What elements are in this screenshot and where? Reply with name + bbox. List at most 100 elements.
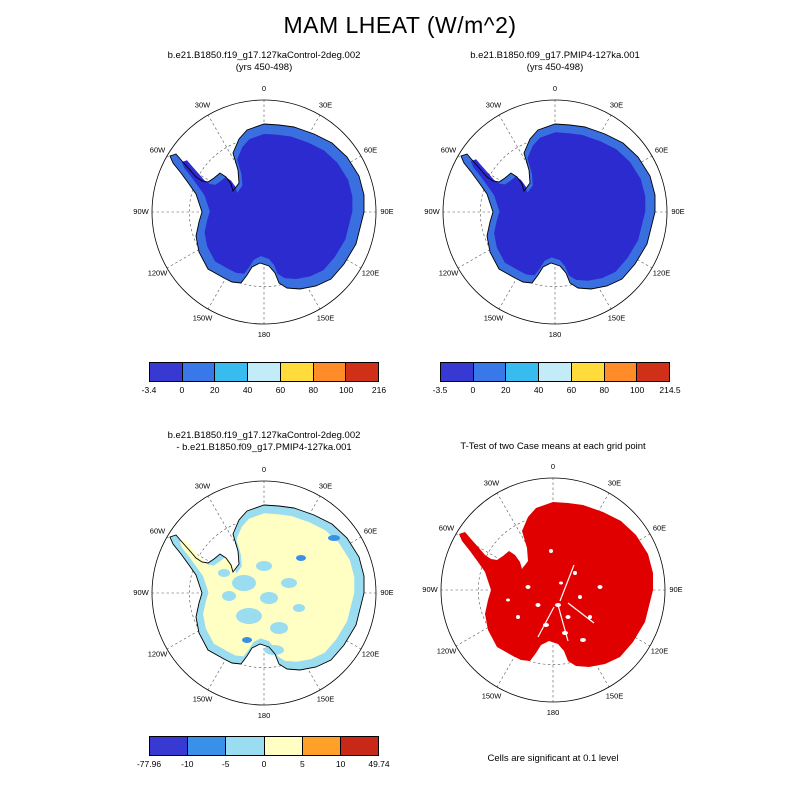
colorbar-segment: [313, 362, 347, 382]
colorbar-tick-label: 0: [261, 759, 267, 769]
colorbar-segment: [248, 362, 281, 382]
lon-label: 120W: [148, 268, 169, 277]
panel-title-line1: b.e21.B1850.f09_g17.PMIP4-127ka.001: [470, 50, 640, 61]
lon-label: 120W: [437, 646, 458, 655]
colorbar-boxes: [440, 362, 671, 382]
lon-label: 150W: [482, 691, 503, 700]
lon-label: 120E: [653, 268, 671, 277]
colorbar-segment: [264, 736, 303, 756]
lon-label: 120E: [651, 646, 669, 655]
polar-map-ttest: 0 30E 60E 90E 120E 150E 180 150W 120W 90W 60W 30W: [422, 462, 682, 717]
lon-label: 60E: [655, 145, 668, 154]
lon-label: 90W: [133, 207, 149, 216]
colorbar-tick-label: -10: [181, 759, 194, 769]
map-boundary-circle: [151, 480, 377, 706]
colorbar-ticks: -3.5 0 20 40 60 80 100 214.5: [433, 385, 681, 397]
colorbar-segment: [182, 362, 216, 382]
colorbar-tick-label: 5: [299, 759, 305, 769]
lon-label: 30W: [486, 100, 502, 109]
significance-caption: Cells are significant at 0.1 level: [487, 753, 619, 764]
panel-title-line2: (yrs 450-498): [526, 61, 584, 73]
colorbar-tick-label: 20: [500, 385, 511, 395]
colorbar-segment: [149, 362, 183, 382]
polar-map-difference: 0 30E 60E 90E 120E 150E 180 150W 120W 90W 60W 30W: [133, 465, 393, 720]
map-boundary-circle: [151, 99, 377, 325]
lon-label: 60W: [150, 145, 166, 154]
colorbar-tick-label: 60: [275, 385, 286, 395]
lon-label: 90W: [133, 588, 149, 597]
lon-label: 150E: [317, 694, 335, 703]
panel-title-control: b.e21.B1850.f19_g17.127kaControl-2deg.00…: [114, 50, 414, 73]
colorbar-ticks: -77.96 -10 -5 0 5 10 49.74: [137, 759, 390, 771]
colorbar-tick-label: 40: [533, 385, 544, 395]
colorbar-pmip4: -3.5 0 20 40 60 80 100 214.5: [433, 362, 681, 397]
colorbar-segment: [149, 736, 189, 756]
lon-label: 180: [549, 330, 562, 339]
colorbar-tick-label: 80: [599, 385, 610, 395]
colorbar-segment: [571, 362, 605, 382]
lon-label: 60W: [439, 523, 455, 532]
colorbar-tick-label: 0: [470, 385, 476, 395]
lon-label: 90E: [380, 207, 393, 216]
colorbar-tick-label: -77.96: [136, 759, 162, 769]
lon-label: 90E: [671, 207, 684, 216]
polar-map-control: 0 30E 60E 90E 120E 150E 180 150W 120W 90W 60W 30W: [133, 84, 393, 339]
colorbar-tick-label: 100: [630, 385, 645, 395]
lon-label: 180: [258, 330, 271, 339]
lon-label: 30E: [608, 478, 621, 487]
lon-label: 60W: [150, 526, 166, 535]
lon-label: 120W: [439, 268, 460, 277]
colorbar-tick-label: 60: [566, 385, 577, 395]
panel-title-ttest: T-Test of two Case means at each grid po…: [403, 441, 703, 453]
colorbar-segment: [604, 362, 638, 382]
polar-map-pmip4: 0 30E 60E 90E 120E 150E 180 150W 120W 90W 60W 30W: [424, 84, 684, 339]
figure-title: MAM LHEAT (W/m^2): [283, 12, 517, 38]
lon-label: 90E: [380, 588, 393, 597]
lon-label: 60E: [364, 526, 377, 535]
non-significant-speckles: [506, 549, 603, 642]
lon-label: 60W: [441, 145, 457, 154]
colorbar-segment: [346, 362, 380, 382]
colorbar-segment: [280, 362, 314, 382]
colorbar-segment: [188, 736, 227, 756]
colorbar-tick-label: 20: [209, 385, 220, 395]
antarctica-landmass-pmip4: [460, 123, 656, 290]
colorbar-tick-label: -3.5: [432, 385, 448, 395]
panel-title-pmip4: b.e21.B1850.f09_g17.PMIP4-127ka.001 (yrs…: [405, 50, 705, 73]
lon-label: 90W: [422, 585, 438, 594]
lon-label: 120W: [148, 649, 169, 658]
colorbar-tick-label: 10: [335, 759, 346, 769]
lon-label: 90E: [669, 585, 682, 594]
panel-title-line2: (yrs 450-498): [235, 61, 293, 73]
lon-label: 0: [262, 84, 266, 93]
colorbar-tick-label: -5: [221, 759, 230, 769]
lon-label: 150E: [317, 313, 335, 322]
lon-label: 150W: [193, 313, 214, 322]
colorbar-boxes: [149, 736, 380, 756]
colorbar-segment: [473, 362, 507, 382]
lon-label: 60E: [364, 145, 377, 154]
lon-label: 150E: [608, 313, 626, 322]
map-boundary-circle: [440, 477, 666, 703]
lon-label: 30W: [195, 100, 211, 109]
colorbar-tick-label: 214.5: [659, 385, 681, 395]
lon-label: 30E: [319, 481, 332, 490]
lon-label: 30E: [610, 100, 623, 109]
lon-label: 120E: [362, 649, 380, 658]
colorbar-segment: [226, 736, 265, 756]
colorbar-tick-label: 49.74: [368, 759, 390, 769]
colorbar-segment: [302, 736, 341, 756]
colorbar-difference: -77.96 -10 -5 0 5 10 49.74: [137, 736, 390, 771]
lon-label: 30E: [319, 100, 332, 109]
colorbar-boxes: [149, 362, 380, 382]
lon-label: 180: [258, 711, 271, 720]
significant-fill: [459, 502, 653, 667]
colorbar-ticks: -3.4 0 20 40 60 80 100 216: [142, 385, 386, 397]
panel-title-difference: b.e21.B1850.f19_g17.127kaControl-2deg.00…: [114, 430, 414, 453]
lon-label: 0: [262, 465, 266, 474]
colorbar-control: -3.4 0 20 40 60 80 100 216: [142, 362, 386, 397]
antarctica-landmass-difference: [169, 504, 365, 671]
lon-label: 150W: [484, 313, 505, 322]
panel-title-line2: - b.e21.B1850.f09_g17.PMIP4-127ka.001: [176, 441, 352, 453]
